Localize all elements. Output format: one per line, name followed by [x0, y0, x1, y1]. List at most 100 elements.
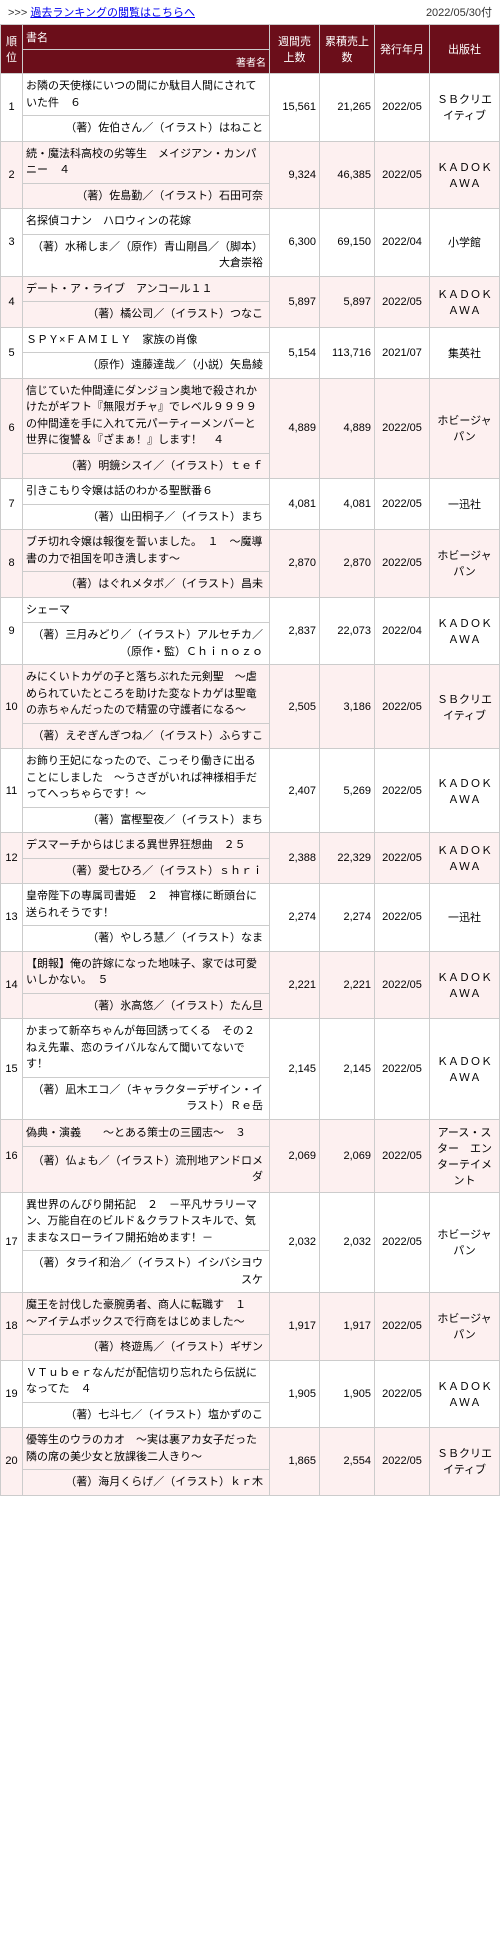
author-cell: （著）えぞぎんぎつね／（イラスト）ふらすこ — [23, 723, 270, 749]
top-prefix: >>> — [8, 7, 30, 19]
title-cell: ＳＰＹ×ＦＡＭＩＬＹ 家族の肖像 — [23, 327, 270, 353]
total-cell: 46,385 — [320, 141, 375, 209]
rank-cell: 9 — [1, 597, 23, 665]
date-cell: 2021/07 — [375, 327, 430, 378]
header-author: 著者名 — [23, 50, 270, 74]
weekly-cell: 2,407 — [270, 749, 320, 833]
total-cell: 2,221 — [320, 951, 375, 1019]
publisher-cell: 小学館 — [430, 209, 500, 277]
author-cell: （著）仏ょも／（イラスト）流刑地アンドロメダ — [23, 1147, 270, 1192]
date-cell: 2022/05 — [375, 749, 430, 833]
publisher-cell: ＫＡＤＯＫＡＷＡ — [430, 1360, 500, 1428]
title-cell: お飾り王妃になったので、こっそり働きに出ることにしました ～うさぎがいれば神様相… — [23, 749, 270, 808]
author-cell: （著）佐伯さん／（イラスト）はねこと — [23, 116, 270, 142]
date-cell: 2022/05 — [375, 1428, 430, 1496]
publisher-cell: 一迅社 — [430, 884, 500, 952]
title-cell: かまって新卒ちゃんが毎回誘ってくる その２ ねえ先輩、恋のライバルなんて聞いてな… — [23, 1019, 270, 1078]
header-rank: 順位 — [1, 25, 23, 74]
rank-cell: 11 — [1, 749, 23, 833]
header-weekly: 週間売上数 — [270, 25, 320, 74]
rank-cell: 13 — [1, 884, 23, 952]
table-row: 14【朗報】俺の許嫁になった地味子、家では可愛いしかない。 ５2,2212,22… — [1, 951, 500, 993]
total-cell: 1,905 — [320, 1360, 375, 1428]
rank-cell: 5 — [1, 327, 23, 378]
title-cell: 信じていた仲間達にダンジョン奥地で殺されかけたがギフト『無限ガチャ』でレベル９９… — [23, 378, 270, 453]
weekly-cell: 4,081 — [270, 479, 320, 530]
past-ranking-link[interactable]: 過去ランキングの閲覧はこちらへ — [30, 7, 195, 19]
total-cell: 21,265 — [320, 74, 375, 142]
author-cell: （著）三月みどり／（イラスト）アルセチカ／（原作・監）Ｃｈｉｎｏｚｏ — [23, 623, 270, 665]
author-cell: （原作）遠藤達哉／（小説）矢島綾 — [23, 353, 270, 379]
total-cell: 2,145 — [320, 1019, 375, 1120]
title-cell: 【朗報】俺の許嫁になった地味子、家では可愛いしかない。 ５ — [23, 951, 270, 993]
weekly-cell: 4,889 — [270, 378, 320, 479]
total-cell: 2,032 — [320, 1192, 375, 1293]
date-cell: 2022/05 — [375, 1019, 430, 1120]
publisher-cell: ＫＡＤＯＫＡＷＡ — [430, 141, 500, 209]
date-cell: 2022/05 — [375, 74, 430, 142]
rank-cell: 7 — [1, 479, 23, 530]
rank-cell: 12 — [1, 833, 23, 884]
author-cell: （著）山田桐子／（イラスト）まち — [23, 504, 270, 530]
publisher-cell: アース・スター エンターテイメント — [430, 1119, 500, 1192]
rank-cell: 18 — [1, 1293, 23, 1361]
weekly-cell: 1,917 — [270, 1293, 320, 1361]
publisher-cell: ＳＢクリエイティブ — [430, 74, 500, 142]
weekly-cell: 2,274 — [270, 884, 320, 952]
title-cell: デスマーチからはじまる異世界狂想曲 ２５ — [23, 833, 270, 859]
title-cell: 引きこもり令嬢は話のわかる聖獣番６ — [23, 479, 270, 505]
table-row: 8ブチ切れ令嬢は報復を誓いました。 １ ～魔導書の力で祖国を叩き潰します～2,8… — [1, 530, 500, 572]
ranking-date: 2022/05/30付 — [426, 4, 492, 20]
header-row-1: 順位 書名 週間売上数 累積売上数 発行年月 出版社 — [1, 25, 500, 50]
author-cell: （著）橘公司／（イラスト）つなこ — [23, 302, 270, 328]
publisher-cell: ＫＡＤＯＫＡＷＡ — [430, 597, 500, 665]
date-cell: 2022/05 — [375, 141, 430, 209]
total-cell: 2,870 — [320, 530, 375, 598]
date-cell: 2022/05 — [375, 1119, 430, 1192]
author-cell: （著）明鏡シスイ／（イラスト）ｔｅｆ — [23, 453, 270, 479]
publisher-cell: ホビージャパン — [430, 1192, 500, 1293]
header-publisher: 出版社 — [430, 25, 500, 74]
header-total: 累積売上数 — [320, 25, 375, 74]
rank-cell: 15 — [1, 1019, 23, 1120]
title-cell: お隣の天使様にいつの間にか駄目人間にされていた件 ６ — [23, 74, 270, 116]
author-cell: （著）愛七ひろ／（イラスト）ｓｈｒｉ — [23, 858, 270, 884]
weekly-cell: 5,897 — [270, 276, 320, 327]
total-cell: 113,716 — [320, 327, 375, 378]
publisher-cell: 集英社 — [430, 327, 500, 378]
rank-cell: 20 — [1, 1428, 23, 1496]
date-cell: 2022/05 — [375, 530, 430, 598]
author-cell: （著）佐島勤／（イラスト）石田可奈 — [23, 183, 270, 209]
table-row: 3名探偵コナン ハロウィンの花嫁6,30069,1502022/04小学館 — [1, 209, 500, 235]
publisher-cell: ＳＢクリエイティブ — [430, 1428, 500, 1496]
rank-cell: 19 — [1, 1360, 23, 1428]
rank-cell: 6 — [1, 378, 23, 479]
weekly-cell: 2,837 — [270, 597, 320, 665]
top-left: >>> 過去ランキングの閲覧はこちらへ — [8, 4, 195, 20]
rank-cell: 14 — [1, 951, 23, 1019]
rank-cell: 1 — [1, 74, 23, 142]
table-row: 18魔王を討伐した豪腕勇者、商人に転職す １ ～アイテムボックスで行商をはじめま… — [1, 1293, 500, 1335]
total-cell: 22,329 — [320, 833, 375, 884]
header-title: 書名 — [23, 25, 270, 50]
date-cell: 2022/04 — [375, 597, 430, 665]
rank-cell: 2 — [1, 141, 23, 209]
author-cell: （著）はぐれメタボ／（イラスト）昌未 — [23, 572, 270, 598]
rank-cell: 3 — [1, 209, 23, 277]
date-cell: 2022/05 — [375, 479, 430, 530]
weekly-cell: 2,505 — [270, 665, 320, 749]
title-cell: 異世界のんびり開拓記 ２ －平凡サラリーマン、万能自在のビルド＆クラフトスキルで… — [23, 1192, 270, 1251]
total-cell: 3,186 — [320, 665, 375, 749]
weekly-cell: 2,032 — [270, 1192, 320, 1293]
table-row: 1お隣の天使様にいつの間にか駄目人間にされていた件 ６15,56121,2652… — [1, 74, 500, 116]
table-row: 17異世界のんびり開拓記 ２ －平凡サラリーマン、万能自在のビルド＆クラフトスキ… — [1, 1192, 500, 1251]
date-cell: 2022/05 — [375, 1192, 430, 1293]
total-cell: 1,917 — [320, 1293, 375, 1361]
rank-cell: 4 — [1, 276, 23, 327]
table-row: 9シェーマ2,83722,0732022/04ＫＡＤＯＫＡＷＡ — [1, 597, 500, 623]
date-cell: 2022/05 — [375, 276, 430, 327]
publisher-cell: ＫＡＤＯＫＡＷＡ — [430, 951, 500, 1019]
author-cell: （著）柊遊馬／（イラスト）ギザン — [23, 1335, 270, 1361]
total-cell: 2,274 — [320, 884, 375, 952]
publisher-cell: ホビージャパン — [430, 530, 500, 598]
